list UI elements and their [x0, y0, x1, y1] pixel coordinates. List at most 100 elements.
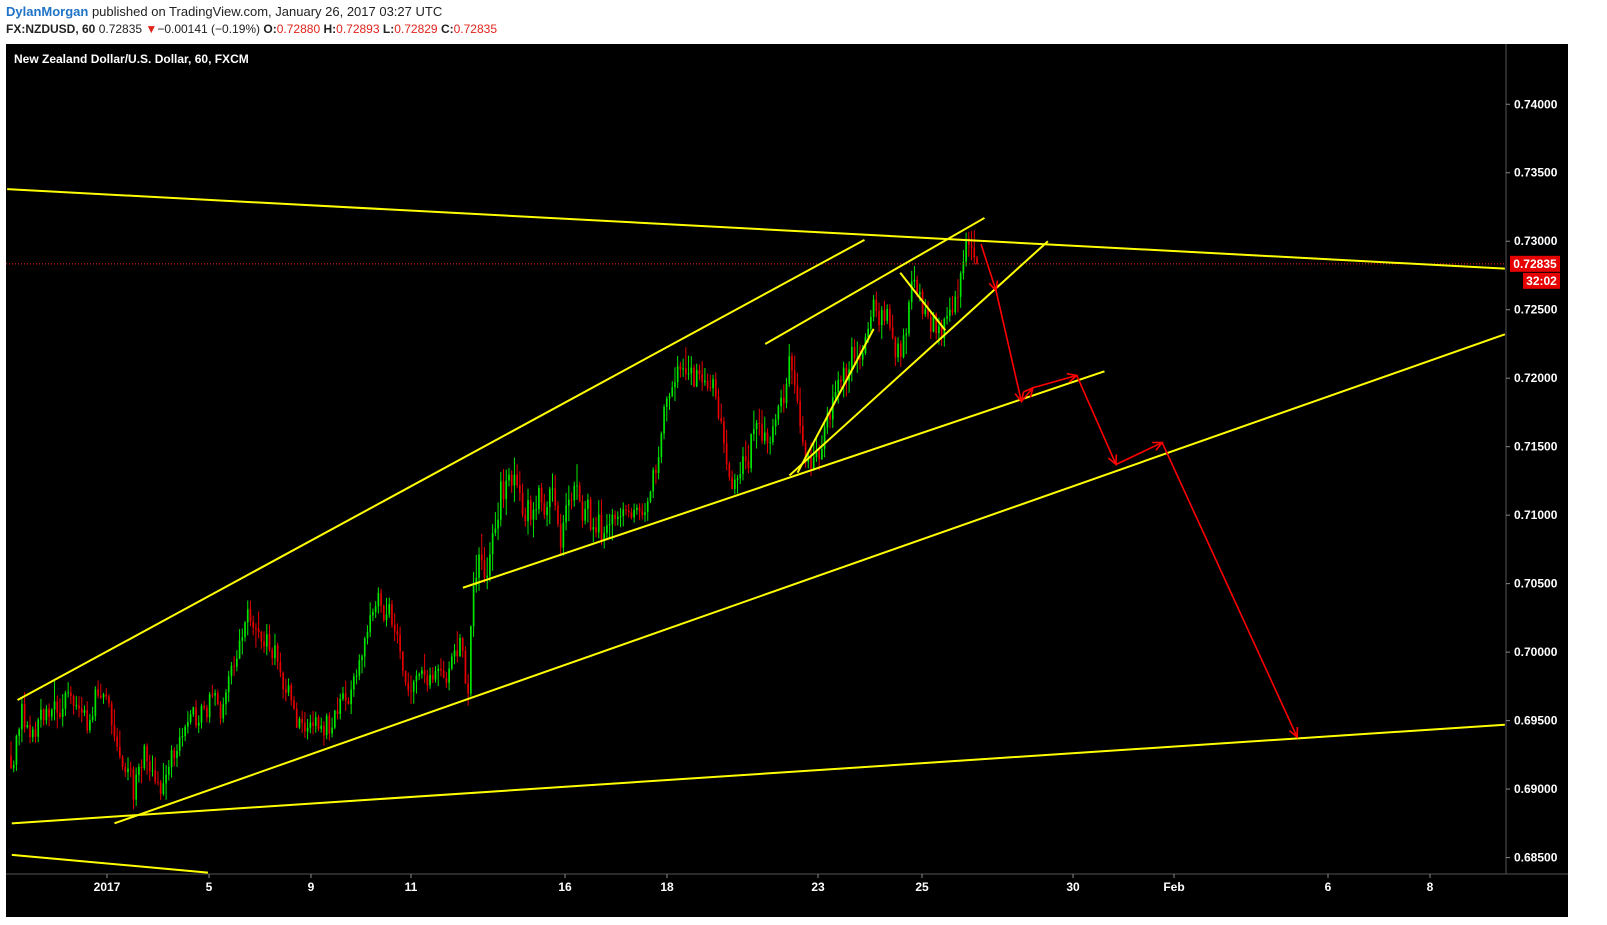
- candle-body: [472, 585, 475, 627]
- candle-body: [853, 346, 856, 359]
- candle-body: [728, 464, 731, 478]
- candle-body: [921, 291, 924, 315]
- candle-body: [116, 736, 118, 747]
- candle-body: [693, 367, 695, 387]
- candle-body: [314, 717, 317, 726]
- candle-body: [646, 501, 649, 513]
- candle-body: [255, 627, 257, 629]
- candle-body: [480, 554, 483, 561]
- candle-body: [355, 675, 358, 677]
- time-axis[interactable]: 2017 5 9 11 16 18 23 25 30 Feb 6 8: [94, 874, 1434, 894]
- candle-body: [423, 670, 426, 676]
- candle-body: [818, 450, 821, 460]
- time-tick-label: 11: [405, 880, 418, 894]
- candle-body: [317, 717, 320, 729]
- candle-body: [331, 727, 333, 734]
- time-tick-label: Feb: [1163, 880, 1184, 894]
- candle-body: [434, 670, 437, 680]
- candle-body: [559, 524, 562, 548]
- candle-body: [470, 626, 472, 694]
- current-price-label: 0.72835: [1513, 257, 1557, 271]
- current-price-box: [1510, 255, 1560, 272]
- candle-body: [437, 668, 440, 671]
- candle-body: [265, 634, 268, 647]
- candle-body: [412, 681, 415, 692]
- candle-body: [372, 612, 374, 616]
- candle-body: [244, 622, 246, 638]
- candle-body: [304, 722, 306, 732]
- candle-body: [124, 767, 127, 772]
- price-tick-label: 0.70000: [1514, 645, 1558, 659]
- candle-body: [870, 316, 872, 329]
- candle-body: [935, 314, 938, 333]
- candle-body: [910, 281, 913, 303]
- candle-body: [826, 413, 829, 428]
- price-tick-label: 0.73000: [1514, 234, 1558, 248]
- candle-body: [181, 736, 184, 738]
- projection-segment: [1161, 442, 1298, 738]
- candle-body: [802, 426, 804, 443]
- candle-body: [883, 310, 886, 321]
- candle-body: [772, 426, 774, 443]
- candle-body: [850, 346, 853, 370]
- candle-body: [48, 708, 50, 717]
- time-tick-label: 30: [1066, 880, 1080, 894]
- candle-body: [627, 510, 630, 513]
- candle-body: [709, 387, 712, 389]
- candle-body: [99, 695, 102, 698]
- candle-body: [714, 379, 717, 397]
- trendline: [7, 188, 1505, 270]
- candle-body: [236, 658, 238, 667]
- candle-body: [339, 698, 342, 715]
- candle-body: [102, 694, 105, 698]
- candle-body: [59, 712, 61, 718]
- price-chart[interactable]: New Zealand Dollar/U.S. Dollar, 60, FXCM…: [0, 44, 1607, 925]
- candle-body: [785, 383, 788, 404]
- candle-body: [502, 481, 505, 500]
- candle-body: [695, 370, 698, 387]
- candle-body: [527, 500, 529, 521]
- candle-body: [10, 755, 12, 769]
- candle-body: [823, 427, 826, 449]
- candle-body: [619, 516, 622, 518]
- time-tick-label: 6: [1325, 880, 1332, 894]
- candle-body: [135, 774, 138, 800]
- candle-body: [238, 640, 241, 659]
- candle-body: [342, 693, 344, 699]
- candle-body: [630, 512, 633, 518]
- candle-body: [64, 692, 67, 709]
- candle-body: [690, 367, 693, 374]
- candle-body: [774, 419, 777, 427]
- candle-body: [720, 417, 723, 422]
- candle-body: [739, 473, 742, 479]
- candle-body: [418, 673, 421, 676]
- time-tick-label: 8: [1427, 880, 1434, 894]
- candle-body: [366, 631, 369, 639]
- candle-body: [18, 729, 21, 736]
- candle-body: [793, 370, 796, 386]
- open-label: O:: [263, 22, 277, 36]
- candle-body: [845, 367, 848, 381]
- candle-body: [644, 512, 646, 516]
- candle-body: [388, 604, 391, 615]
- author-link[interactable]: DylanMorgan: [6, 4, 89, 19]
- candle-body: [491, 533, 494, 555]
- candle-body: [328, 715, 331, 734]
- candle-body: [200, 705, 203, 723]
- price-axis[interactable]: 0.74000 0.73500 0.73000 0.72500 0.72000 0.715…: [1506, 97, 1558, 865]
- candle-body: [176, 750, 178, 759]
- candle-body: [363, 638, 366, 657]
- price-tick-label: 0.72000: [1514, 371, 1558, 385]
- candle-body: [323, 725, 325, 736]
- trendline-group: [7, 188, 1506, 874]
- candle-body: [497, 519, 499, 529]
- candle-body: [744, 456, 747, 461]
- candle-body: [976, 257, 978, 264]
- candle-body: [951, 309, 954, 313]
- candle-body: [138, 766, 140, 775]
- price-tick-label: 0.73500: [1514, 166, 1558, 180]
- candle-body: [440, 668, 442, 671]
- candle-body: [538, 487, 540, 510]
- candle-body: [840, 379, 842, 382]
- candle-body: [796, 385, 799, 402]
